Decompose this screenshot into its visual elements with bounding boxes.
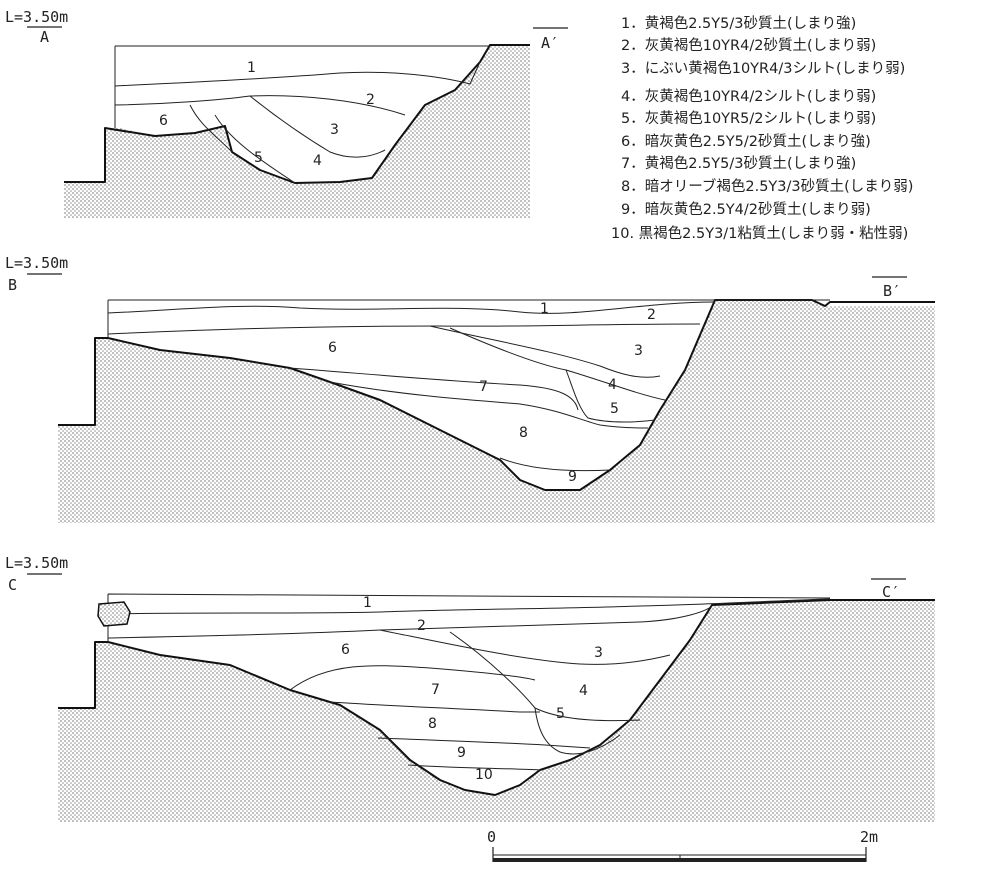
legend-item: 6．暗灰黄色2.5Y5/2砂質土(しまり強)	[621, 132, 871, 150]
section-c-layer-label: 5	[556, 706, 565, 722]
section-b-layer-label: 7	[479, 379, 488, 395]
section-b-boundary-3	[429, 325, 661, 378]
section-c-layer-label: 3	[594, 645, 603, 661]
section-c: 1 2 3 4 5 6 7 8 9 10 L=3.50m C C′	[5, 554, 935, 822]
section-a-boundary-1	[114, 61, 481, 87]
section-b-layer-label: 6	[328, 340, 337, 356]
section-a-end-label: A′	[541, 34, 559, 52]
section-c-layer-label: 8	[428, 716, 437, 732]
soil-legend: 1．黄褐色2.5Y5/3砂質土(しまり強) 2．灰黄褐色10YR4/2砂質土(し…	[611, 14, 913, 242]
section-b-start-label: B	[8, 276, 17, 294]
section-a-boundary-5	[214, 114, 296, 184]
section-a-boundary-4	[249, 95, 386, 158]
scale-bar-end-label: 2m	[860, 828, 878, 846]
section-c-boundary-6	[289, 665, 536, 691]
section-b-elevation: L=3.50m	[5, 254, 68, 272]
section-c-boundary-9	[407, 764, 541, 771]
section-b-boundary-7	[329, 381, 649, 429]
section-b: 1 2 3 4 5 6 7 8 9 L=3.50m B B′	[5, 254, 935, 523]
section-a-layer-label: 5	[254, 150, 263, 166]
section-c-boundary-1	[107, 598, 831, 615]
section-a-layer-label: 1	[247, 60, 256, 76]
section-c-boundary-3	[379, 629, 671, 665]
section-a-elevation: L=3.50m	[5, 8, 68, 26]
section-c-stone	[97, 601, 131, 627]
section-c-elevation: L=3.50m	[5, 554, 68, 572]
section-a-layer-label: 3	[330, 122, 339, 138]
section-b-layer-label: 2	[647, 307, 656, 323]
legend-item: 10. 黒褐色2.5Y3/1粘質土(しまり弱・粘性弱)	[611, 224, 908, 242]
section-b-layer-label: 3	[634, 343, 643, 359]
section-b-boundary-4	[449, 327, 666, 401]
section-b-layer-label: 4	[608, 377, 617, 393]
section-c-layer-label: 7	[431, 682, 440, 698]
section-b-layer-label: 5	[610, 401, 619, 417]
section-c-boundary-8	[377, 737, 591, 749]
section-b-layer-label: 1	[540, 301, 549, 317]
legend-item: 7．黄褐色2.5Y5/3砂質土(しまり強)	[621, 154, 856, 172]
section-c-boundary-2	[107, 605, 713, 639]
section-c-boundary-7	[329, 701, 540, 713]
section-b-boundary-1	[107, 301, 716, 314]
legend-item: 9．暗灰黄色2.5Y4/2砂質土(しまり弱)	[621, 200, 871, 218]
section-c-bedrock	[58, 600, 935, 822]
section-b-end-label: B′	[883, 282, 901, 300]
section-c-layer-label: 2	[417, 618, 426, 634]
section-b-boundary-8	[499, 457, 611, 472]
section-b-layer-label: 8	[519, 425, 528, 441]
legend-item: 3．にぶい黄褐色10YR4/3シルト(しまり弱)	[621, 60, 905, 77]
section-a-layer-label: 6	[159, 113, 168, 129]
section-c-end-label: C′	[882, 583, 900, 601]
section-b-boundary-2	[107, 323, 701, 335]
legend-item: 5．灰黄褐色10YR5/2シルト(しまり弱)	[621, 110, 876, 127]
legend-item: 8．暗オリーブ褐色2.5Y3/3砂質土(しまり弱)	[621, 177, 913, 195]
scale-bar-bar	[493, 858, 866, 862]
section-c-boundary-5	[534, 707, 621, 755]
section-b-boundary-5	[565, 369, 656, 423]
section-c-layer-label: 9	[457, 745, 466, 761]
section-c-layer-label: 6	[341, 642, 350, 658]
section-b-layer-label: 9	[568, 469, 577, 485]
section-a: 1 2 3 4 5 6 L=3.50m A A′	[5, 8, 568, 218]
section-a-surface	[114, 45, 490, 128]
section-a-boundary-3	[189, 104, 233, 153]
legend-item: 4．灰黄褐色10YR4/2シルト(しまり弱)	[621, 88, 876, 105]
section-c-layer-label: 4	[579, 683, 588, 699]
section-b-boundary-6	[289, 367, 579, 411]
section-b-surface	[107, 299, 830, 338]
section-c-layer-label: 1	[363, 595, 372, 611]
section-a-layer-label: 2	[366, 92, 375, 108]
legend-item: 1．黄褐色2.5Y5/3砂質土(しまり強)	[621, 14, 856, 32]
section-a-layer-label: 4	[313, 153, 322, 169]
scale-bar-start-label: 0	[487, 828, 496, 846]
section-b-bedrock	[58, 300, 935, 523]
scale-bar: 0 2m	[487, 828, 878, 862]
section-c-outline	[58, 599, 935, 796]
section-c-layer-label: 10	[475, 767, 493, 783]
legend-item: 2．灰黄褐色10YR4/2砂質土(しまり弱)	[621, 36, 876, 54]
section-c-start-label: C	[8, 576, 17, 594]
section-c-boundary-4	[449, 631, 641, 722]
section-a-start-label: A	[40, 28, 49, 46]
section-a-bedrock	[64, 45, 530, 218]
